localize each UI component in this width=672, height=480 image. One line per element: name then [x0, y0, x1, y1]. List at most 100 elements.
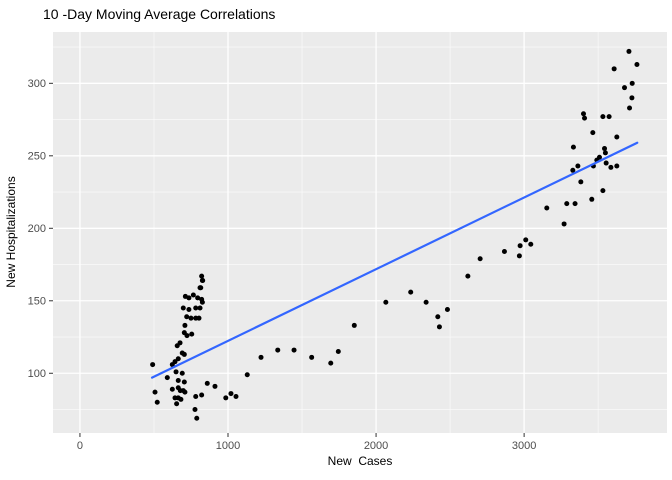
data-point — [578, 179, 584, 185]
data-point — [199, 392, 205, 398]
data-point — [602, 146, 608, 152]
data-point — [627, 105, 633, 111]
data-point — [178, 396, 184, 402]
chart-title: 10 -Day Moving Average Correlations — [43, 6, 275, 22]
data-point — [423, 299, 429, 305]
x-tick-label: 3000 — [512, 440, 536, 452]
data-point — [614, 163, 620, 169]
x-tick-label: 1000 — [216, 440, 240, 452]
data-point — [233, 393, 239, 399]
data-point — [603, 160, 609, 166]
data-point — [383, 299, 389, 305]
y-tick-label: 200 — [28, 223, 46, 235]
data-point — [600, 188, 606, 194]
data-point — [602, 150, 608, 156]
data-point — [501, 248, 507, 254]
data-point — [517, 243, 523, 249]
data-point — [164, 375, 170, 381]
data-point — [186, 295, 192, 301]
data-point — [275, 347, 281, 353]
data-point — [212, 383, 218, 389]
data-point — [544, 205, 550, 211]
data-point — [199, 273, 205, 279]
x-axis-title: New Cases — [328, 454, 393, 468]
data-point — [614, 134, 620, 140]
data-point — [184, 333, 190, 339]
data-point — [436, 324, 442, 330]
data-point — [570, 167, 576, 173]
data-point — [196, 315, 202, 321]
data-point — [572, 201, 578, 207]
plot-panel — [53, 32, 667, 433]
data-point — [186, 306, 192, 312]
data-point — [590, 130, 596, 136]
data-point — [228, 391, 234, 397]
data-point — [173, 369, 179, 375]
data-point — [611, 66, 617, 72]
data-point — [528, 241, 534, 247]
data-point — [622, 85, 628, 91]
y-tick-label: 300 — [28, 78, 46, 90]
data-point — [465, 273, 471, 279]
data-point — [589, 196, 595, 202]
trend-line — [150, 141, 639, 379]
y-tick-label: 250 — [28, 150, 46, 162]
data-point — [181, 351, 187, 357]
data-point — [223, 395, 229, 401]
data-point — [335, 349, 341, 355]
data-point — [516, 253, 522, 259]
data-point — [629, 95, 635, 101]
data-point — [175, 378, 181, 384]
data-point — [198, 285, 204, 291]
data-point — [188, 315, 194, 321]
y-tick-label: 150 — [28, 295, 46, 307]
data-point — [199, 299, 205, 305]
data-point — [174, 401, 180, 407]
data-point — [523, 237, 529, 243]
data-point — [193, 393, 199, 399]
data-point — [177, 340, 183, 346]
data-point — [258, 354, 264, 360]
data-point — [408, 289, 414, 295]
data-point — [606, 114, 612, 120]
data-point — [182, 322, 188, 328]
data-point — [150, 362, 156, 368]
data-point — [152, 389, 158, 395]
data-point — [180, 305, 186, 311]
data-point — [195, 295, 201, 301]
data-point — [204, 380, 210, 386]
data-point — [169, 386, 175, 392]
data-point — [570, 144, 576, 150]
data-point — [197, 305, 203, 311]
data-point — [580, 111, 586, 117]
data-point — [328, 360, 334, 366]
data-point — [596, 154, 602, 160]
data-point — [634, 61, 640, 67]
data-point — [193, 305, 199, 311]
plot-area: 0 1000 2000 3000 100 150 200 250 300 — [28, 32, 667, 452]
data-point — [179, 370, 185, 376]
data-point — [444, 306, 450, 312]
x-tick-label: 2000 — [364, 440, 388, 452]
data-point — [244, 372, 250, 378]
data-point — [192, 407, 198, 413]
data-point — [194, 415, 200, 421]
data-point — [189, 331, 195, 337]
data-point — [561, 221, 567, 227]
y-axis-title: New Hospitalizations — [4, 176, 18, 287]
data-point — [154, 399, 160, 405]
x-tick-label: 0 — [77, 440, 83, 452]
data-point — [575, 163, 581, 169]
data-point — [477, 256, 483, 262]
data-point — [184, 314, 190, 320]
data-point — [600, 114, 606, 120]
data-point — [626, 48, 632, 54]
data-point — [182, 389, 188, 395]
data-point — [351, 322, 357, 328]
data-point — [190, 292, 196, 298]
data-point — [629, 80, 635, 86]
data-point — [582, 115, 588, 121]
data-point — [181, 379, 187, 385]
data-point — [175, 356, 181, 362]
